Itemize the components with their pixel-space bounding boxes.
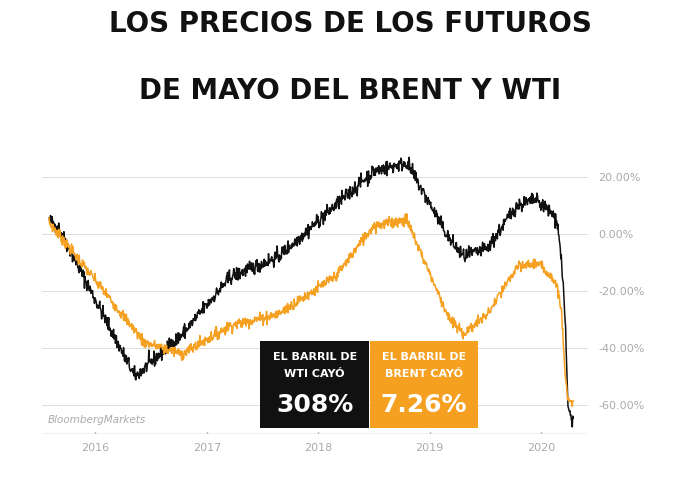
- Text: BRENT CAYÓ: BRENT CAYÓ: [385, 369, 463, 379]
- Text: EL BARRIL DE: EL BARRIL DE: [382, 352, 466, 362]
- Text: WTI CAYÓ: WTI CAYÓ: [284, 369, 345, 379]
- Text: BloombergMarkets: BloombergMarkets: [48, 415, 146, 426]
- Text: 7.26%: 7.26%: [381, 393, 467, 417]
- Text: DE MAYO DEL BRENT Y WTI: DE MAYO DEL BRENT Y WTI: [139, 77, 561, 105]
- Text: LOS PRECIOS DE LOS FUTUROS: LOS PRECIOS DE LOS FUTUROS: [108, 10, 592, 38]
- Text: 308%: 308%: [276, 393, 354, 417]
- Text: EL BARRIL DE: EL BARRIL DE: [272, 352, 357, 362]
